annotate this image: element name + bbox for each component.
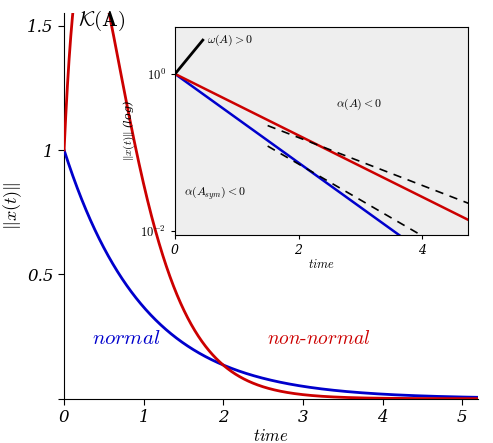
Text: $normal$: $normal$: [92, 328, 161, 348]
Text: $\omega(A) > 0$: $\omega(A) > 0$: [207, 32, 253, 48]
Text: $\mathcal{K}$$($$\mathbf{A}$$)$: $\mathcal{K}$$($$\mathbf{A}$$)$: [78, 9, 126, 33]
X-axis label: $time$: $time$: [308, 258, 335, 271]
Y-axis label: $\|x(t)\|$: $\|x(t)\|$: [1, 182, 24, 230]
Text: $\alpha(A_{sym}) < 0$: $\alpha(A_{sym}) < 0$: [184, 185, 246, 202]
Text: $\alpha(A) < 0$: $\alpha(A) < 0$: [336, 97, 382, 112]
X-axis label: $time$: $time$: [253, 427, 289, 443]
Text: $non\text{-}normal$: $non\text{-}normal$: [267, 330, 371, 348]
Y-axis label: $\|x(t)\|$ (log): $\|x(t)\|$ (log): [122, 100, 138, 161]
